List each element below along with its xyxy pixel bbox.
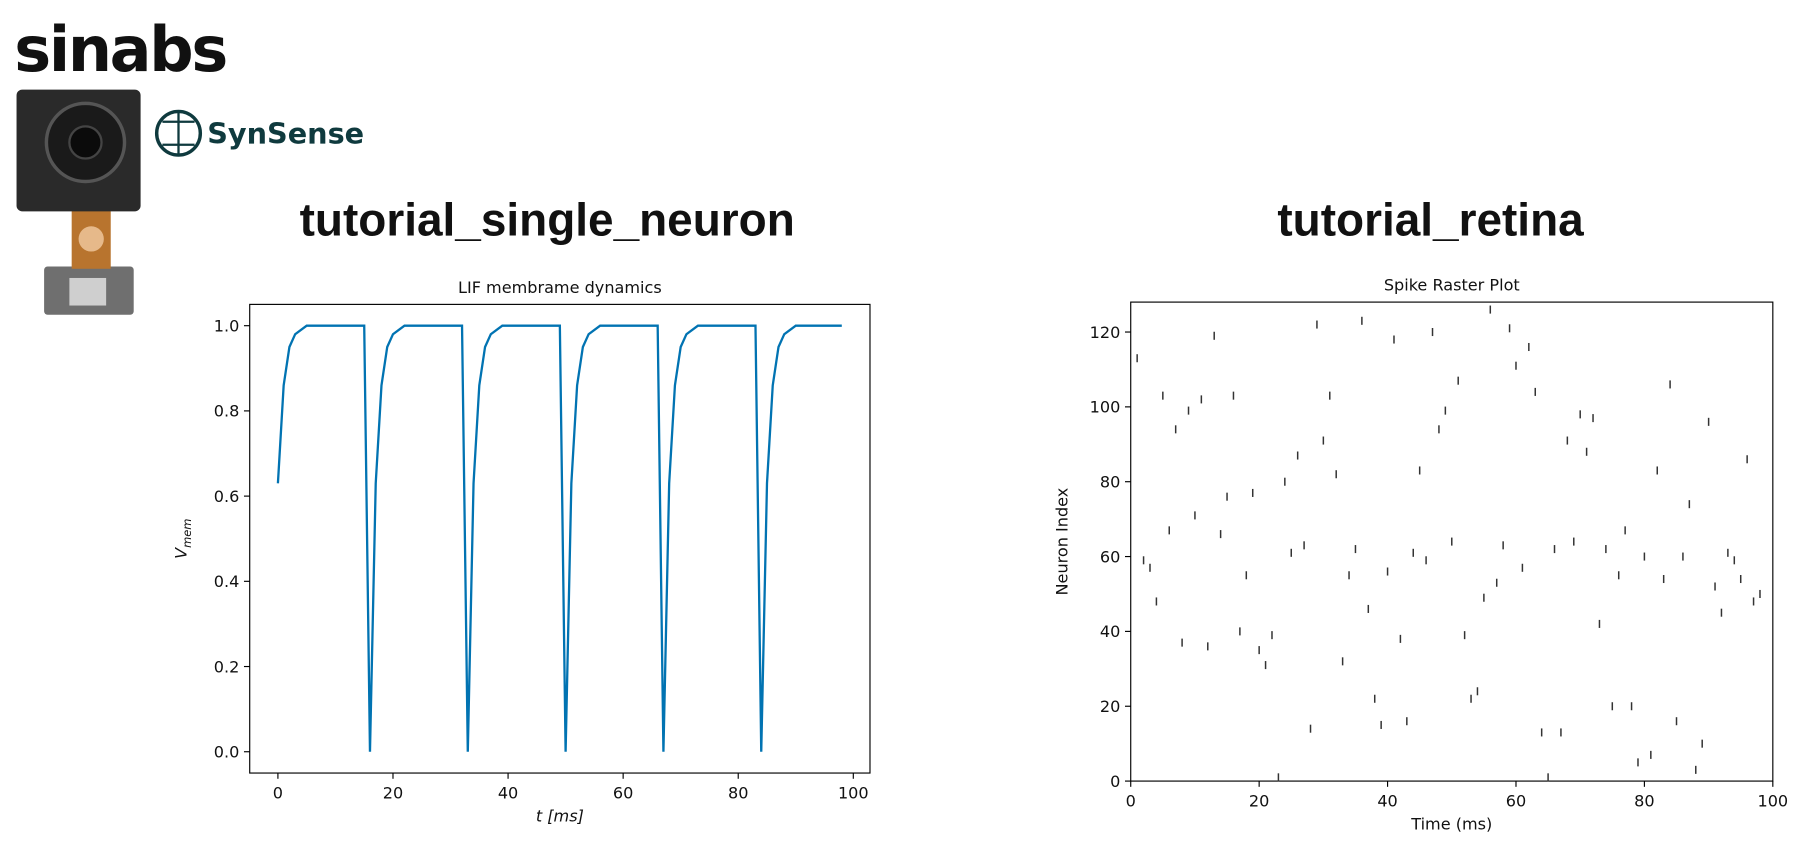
x-tick-label: 0	[273, 783, 283, 802]
y-tick-label: 1.0	[214, 316, 240, 335]
y-tick-label: 0.6	[214, 487, 240, 506]
cable-logo	[78, 226, 104, 252]
y-axis-label: Vmem	[172, 519, 195, 559]
x-tick-label: 20	[383, 783, 403, 802]
y-axis-symbol: V	[172, 547, 191, 559]
x-tick-label: 100	[1757, 791, 1788, 810]
y-tick-label: 100	[1090, 398, 1121, 417]
membrane-line	[276, 324, 842, 752]
x-axis-label: t [ms]	[536, 806, 584, 825]
x-tick-label: 40	[498, 783, 518, 802]
plots: tutorial_single_neuron LIF membrame dynam…	[172, 193, 1789, 833]
y-tick-label: 80	[1100, 472, 1120, 491]
x-tick-label: 40	[1377, 791, 1397, 810]
chart-title: Spike Raster Plot	[1384, 276, 1520, 295]
y-axis-subscript: mem	[180, 519, 194, 548]
plot-frame	[249, 303, 871, 774]
logo: sinabs	[14, 13, 226, 86]
x-tick-label: 80	[728, 783, 748, 802]
y-axis-label: Neuron Index	[1053, 488, 1072, 596]
brand-icon-lines	[162, 111, 195, 156]
x-axis-label: Time (ms)	[1410, 814, 1492, 833]
notebook-heading: tutorial_retina	[1277, 193, 1584, 245]
brand-logo: SynSense	[154, 109, 364, 157]
x-tick-label: 20	[1249, 791, 1269, 810]
qr-code	[69, 277, 107, 306]
y-tick-label: 0.2	[214, 657, 240, 676]
y-tick-label: 20	[1100, 697, 1120, 716]
x-tick-label: 0	[1126, 791, 1136, 810]
x-tick-label: 60	[613, 783, 633, 802]
y-tick-label: 0.4	[214, 572, 240, 591]
brand-name: SynSense	[207, 117, 364, 151]
plot-frame	[1130, 301, 1774, 782]
x-tick-label: 80	[1634, 791, 1654, 810]
y-tick-label: 0	[1110, 772, 1120, 791]
y-tick-label: 60	[1100, 547, 1120, 566]
x-tick-label: 100	[838, 783, 869, 802]
y-tick-label: 120	[1090, 323, 1121, 342]
lens-glass	[68, 125, 103, 160]
y-tick-label: 40	[1100, 622, 1120, 641]
x-tick-label: 60	[1506, 791, 1526, 810]
y-tick-label: 0.0	[214, 742, 240, 761]
camera-illustration	[16, 89, 141, 315]
notebook-heading: tutorial_single_neuron	[300, 193, 795, 245]
chart-title: LIF membrame dynamics	[458, 278, 662, 297]
y-tick-label: 0.8	[214, 402, 240, 421]
